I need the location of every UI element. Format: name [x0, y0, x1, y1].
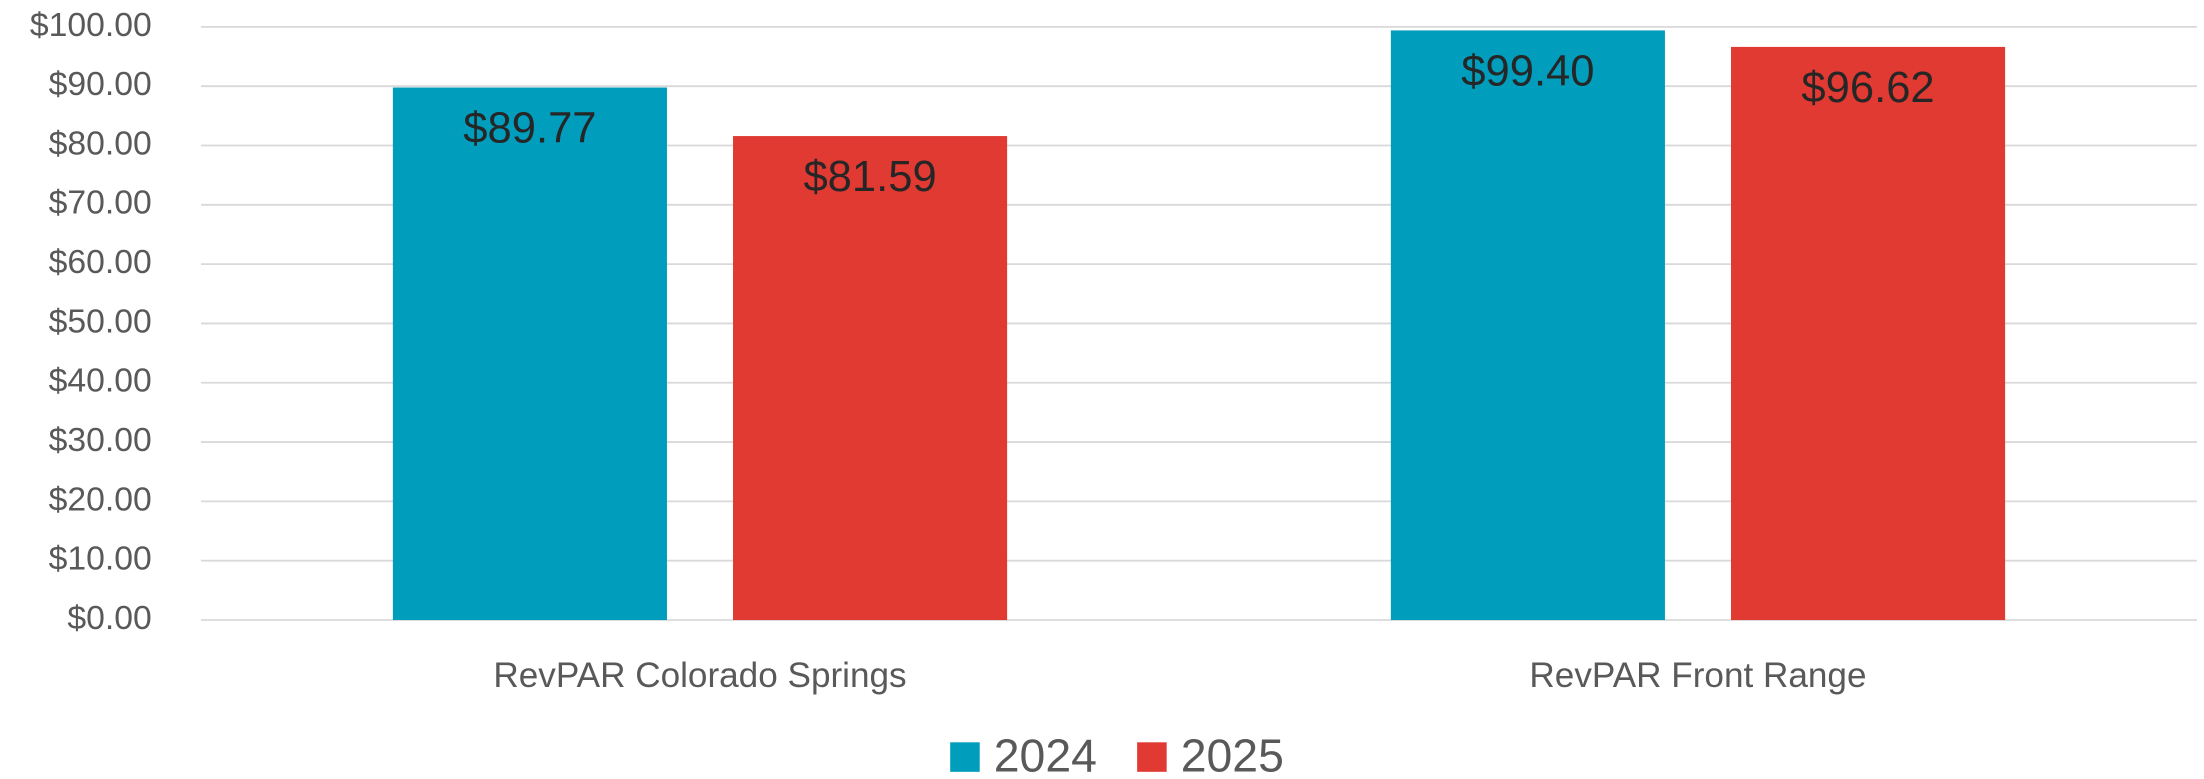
y-tick-label: $20.00: [49, 480, 152, 518]
value-label: $96.62: [1801, 64, 1934, 112]
y-tick-label: $60.00: [49, 243, 152, 281]
value-label: $99.40: [1461, 48, 1594, 96]
y-tick-label: $70.00: [49, 184, 152, 222]
x-tick-label: RevPAR Front Range: [1529, 656, 1866, 695]
legend-swatch: [950, 742, 980, 772]
y-tick-label: $50.00: [49, 302, 152, 340]
y-tick-label: $10.00: [49, 540, 152, 578]
x-tick-label: RevPAR Colorado Springs: [493, 656, 906, 695]
y-tick-label: $100.00: [30, 6, 152, 44]
legend-label: 2024: [994, 729, 1097, 779]
bar: [1731, 46, 2006, 621]
y-tick-label: $90.00: [49, 65, 152, 103]
legend-label: 2025: [1181, 729, 1284, 779]
y-tick-label: $80.00: [49, 124, 152, 162]
y-tick-label: $0.00: [67, 599, 151, 637]
legend-swatch: [1137, 742, 1167, 772]
bar: [392, 87, 667, 621]
bar: [1390, 30, 1665, 621]
bar: [733, 136, 1008, 621]
value-label: $81.59: [803, 153, 936, 201]
value-label: $89.77: [463, 105, 596, 153]
y-tick-label: $40.00: [49, 362, 152, 400]
y-tick-label: $30.00: [49, 421, 152, 459]
